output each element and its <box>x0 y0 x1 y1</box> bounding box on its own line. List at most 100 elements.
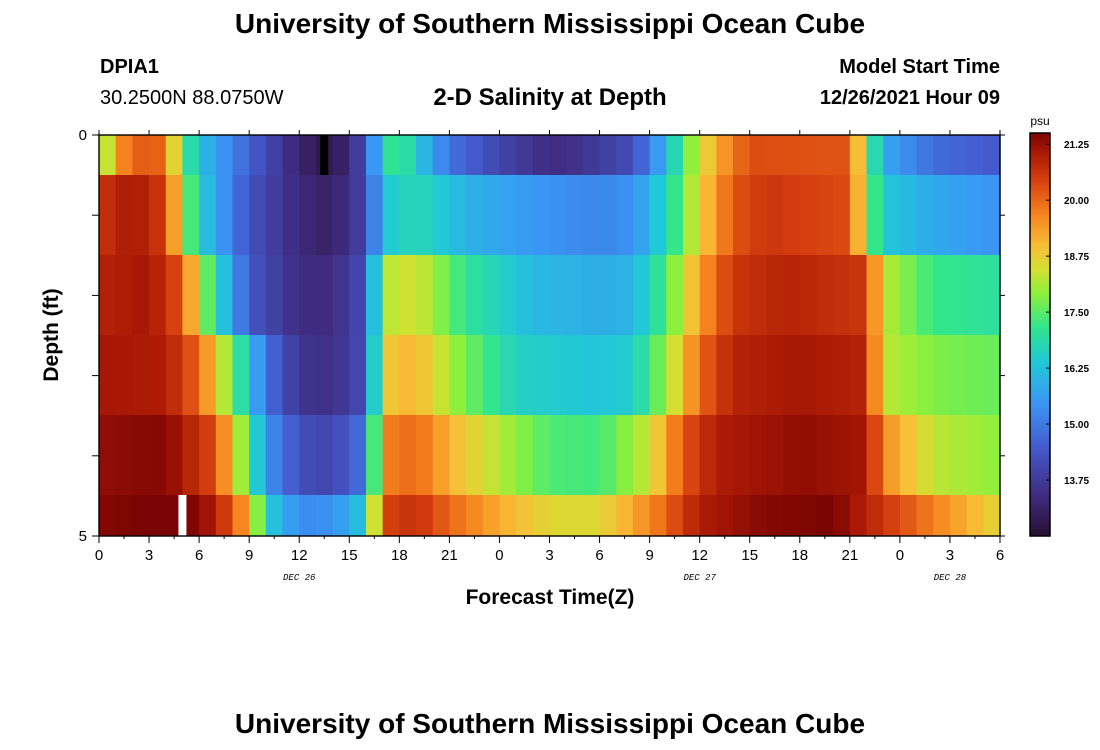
heatmap-cell <box>199 135 217 175</box>
salinity-heatmap-chart: 0 3 6 9 12 15 18 21 0 3 6 9 12 15 18 21 0 3 6 DEC 26 DEC 27 D… <box>40 114 1089 609</box>
heatmap-cell <box>282 135 300 175</box>
x-tick-label: 3 <box>145 547 153 564</box>
heatmap-cell <box>666 175 684 255</box>
heatmap-cell <box>499 335 517 415</box>
heatmap-cell <box>582 415 601 495</box>
heatmap-cell <box>215 135 234 175</box>
heatmap-cell <box>432 175 450 255</box>
page-title: University of Southern Mississippi Ocean… <box>234 8 866 39</box>
x-tick-label: 18 <box>391 547 408 564</box>
heatmap-cell <box>883 495 901 536</box>
heatmap-cell <box>165 135 184 175</box>
heatmap-cell <box>232 175 250 255</box>
heatmap-cell <box>649 175 667 255</box>
heatmap-cell <box>99 135 117 175</box>
heatmap-cell <box>399 495 417 536</box>
heatmap-cell <box>449 255 467 335</box>
heatmap-cell <box>816 495 834 536</box>
heatmap-cell <box>966 135 984 175</box>
heatmap-cell <box>783 135 801 175</box>
heatmap-cell <box>816 415 834 495</box>
heatmap-cell <box>899 135 918 175</box>
heatmap-cell <box>733 175 751 255</box>
station-coordinates: 30.2500N 88.0750W <box>100 87 284 109</box>
heatmap-cell <box>933 255 951 335</box>
x-axis-title: Forecast Time(Z) <box>466 586 635 609</box>
heatmap-cell <box>682 495 701 536</box>
heatmap-cell <box>382 175 400 255</box>
heatmap-cell <box>716 495 734 536</box>
heatmap-cell <box>983 335 1001 415</box>
heatmap-markers <box>178 135 329 536</box>
heatmap-cell <box>949 255 968 335</box>
heatmap-cell <box>983 175 1001 255</box>
heatmap-cell <box>933 335 951 415</box>
heatmap-cell <box>716 415 734 495</box>
heatmap-cell <box>249 175 267 255</box>
heatmap-cell <box>733 135 751 175</box>
heatmap-cell <box>599 255 617 335</box>
heatmap-cell <box>365 255 384 335</box>
heatmap-cell <box>265 175 284 255</box>
model-start-value: 12/26/2021 Hour 09 <box>819 87 1000 109</box>
heatmap-cell <box>833 175 851 255</box>
heatmap-cell <box>499 135 517 175</box>
chart-subtitle: 2-D Salinity at Depth <box>433 84 667 111</box>
heatmap-cell <box>682 335 701 415</box>
heatmap-cell <box>282 415 300 495</box>
heatmap-cell <box>783 415 801 495</box>
heatmap-cell <box>449 335 467 415</box>
x-date-label: DEC 28 <box>934 573 967 583</box>
heatmap-cell <box>149 495 167 536</box>
x-tick-label: 6 <box>595 547 603 564</box>
heatmap-cell <box>899 175 918 255</box>
heatmap-cell <box>649 335 667 415</box>
heatmap-cell <box>899 415 918 495</box>
y-axis-title: Depth (ft) <box>40 288 63 381</box>
heatmap-cell <box>332 135 350 175</box>
y-tick-label: 0 <box>79 127 87 144</box>
heatmap-cell <box>466 255 484 335</box>
heatmap-cell <box>332 255 350 335</box>
heatmap-cell <box>165 415 184 495</box>
heatmap-marker <box>178 495 187 536</box>
heatmap-cell <box>299 415 317 495</box>
heatmap-cell <box>466 335 484 415</box>
heatmap-cell <box>115 175 133 255</box>
x-tick-label: 9 <box>645 547 653 564</box>
heatmap-cell <box>866 335 884 415</box>
heatmap-cell <box>916 255 934 335</box>
heatmap-cell <box>149 135 167 175</box>
colorbar-tick-label: 15.00 <box>1064 420 1089 431</box>
heatmap-cell <box>232 255 250 335</box>
x-date-label: DEC 26 <box>283 573 316 583</box>
heatmap-cell <box>115 335 133 415</box>
heatmap-cell <box>549 175 567 255</box>
heatmap-cell <box>549 335 567 415</box>
heatmap-cell <box>99 495 117 536</box>
heatmap-cell <box>399 415 417 495</box>
colorbar-tick-label: 18.75 <box>1064 252 1089 263</box>
heatmap-cell <box>365 135 384 175</box>
heatmap-cell <box>716 135 734 175</box>
heatmap-cell <box>466 495 484 536</box>
heatmap-cell <box>933 495 951 536</box>
heatmap-cell <box>849 335 868 415</box>
heatmap-cell <box>299 175 317 255</box>
x-tick-label: 3 <box>946 547 954 564</box>
heatmap-cell <box>365 175 384 255</box>
heatmap-cell <box>349 495 367 536</box>
footer-title: University of Southern Mississippi Ocean… <box>234 708 866 739</box>
heatmap-cell <box>332 495 350 536</box>
heatmap-cell <box>616 135 634 175</box>
colorbar-tick-label: 17.50 <box>1064 308 1089 319</box>
heatmap-cell <box>749 415 768 495</box>
heatmap-cell <box>499 495 517 536</box>
heatmap-cell <box>916 415 934 495</box>
heatmap-cell <box>132 135 150 175</box>
heatmap-cell <box>416 175 434 255</box>
heatmap-cell <box>649 415 667 495</box>
heatmap-cell <box>833 415 851 495</box>
heatmap-cell <box>949 175 968 255</box>
x-tick-label: 6 <box>195 547 203 564</box>
